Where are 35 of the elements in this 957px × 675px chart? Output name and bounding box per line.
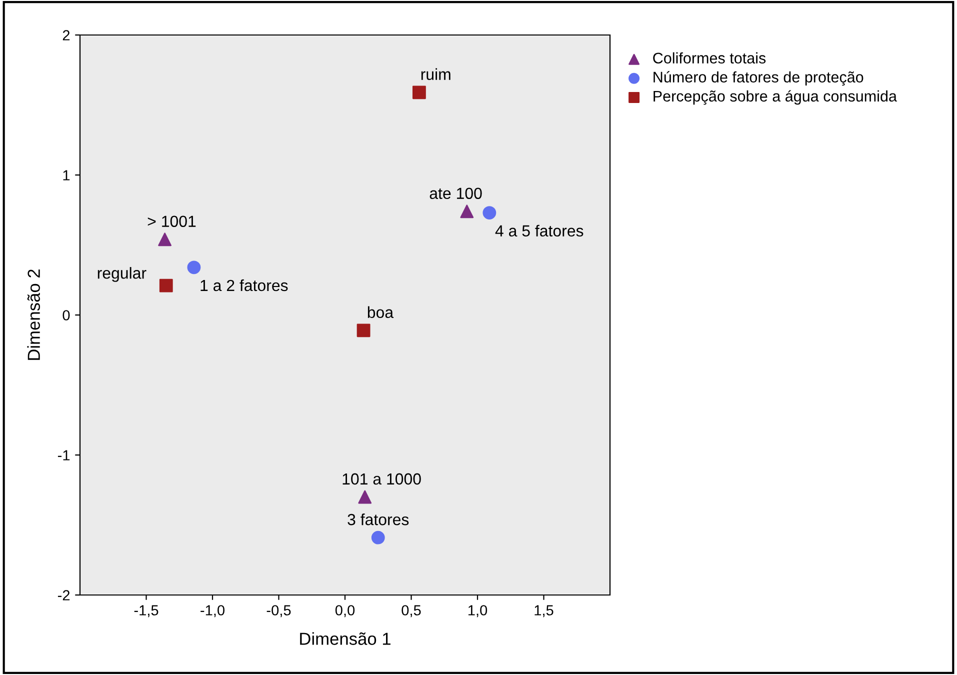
- x-tick-label: 1,5: [534, 605, 554, 618]
- x-tick-label: 0,5: [402, 605, 421, 618]
- y-tick-label: 2: [62, 30, 70, 40]
- legend-label: Percepção sobre a água consumida: [654, 90, 897, 105]
- point: [460, 204, 474, 218]
- point: [187, 260, 201, 274]
- legend-label: Número de fatores de proteção: [654, 71, 864, 86]
- legend-label: Coliformes totais: [653, 52, 766, 64]
- x-tick-label: 1,0: [468, 605, 488, 618]
- x-tick-label: -1,0: [200, 605, 224, 618]
- point: [358, 490, 372, 504]
- point: [482, 206, 496, 220]
- annotation: 1 a 2 fatores: [200, 279, 288, 292]
- annotation: 3 fatores: [348, 514, 409, 526]
- y-axis-title: Dimensão 2: [27, 270, 40, 360]
- annotation: 101 a 1000: [342, 473, 421, 485]
- x-tick-label: -0,5: [266, 605, 291, 618]
- annotation: > 1001: [148, 216, 196, 228]
- annotation: ruim: [421, 68, 450, 80]
- point: [412, 86, 426, 100]
- point: [371, 530, 385, 544]
- x-tick-label: -1,5: [134, 605, 158, 618]
- y-tick-label: 1: [63, 170, 70, 180]
- annotation: boa: [368, 306, 394, 318]
- point: [159, 278, 173, 292]
- point: [158, 232, 172, 246]
- annotation: regular: [98, 267, 146, 282]
- y-tick-label: 0: [62, 310, 70, 320]
- y-tick-label: -1: [58, 450, 70, 460]
- x-tick-label: 0,0: [335, 605, 355, 618]
- annotation: 4 a 5 fatores: [495, 224, 584, 237]
- x-axis-title: Dimensão 1: [300, 632, 390, 645]
- y-tick-label: -2: [58, 590, 70, 600]
- point: [356, 324, 370, 338]
- annotation: ate 100: [430, 188, 482, 200]
